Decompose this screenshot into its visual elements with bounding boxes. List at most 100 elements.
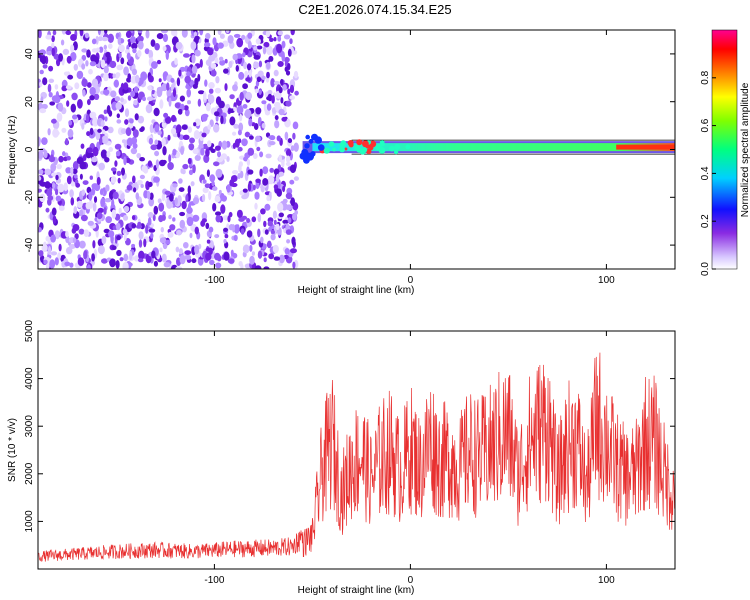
heatmap-cell <box>98 46 104 53</box>
heatmap-cell <box>246 158 251 166</box>
heatmap-cell <box>166 82 170 91</box>
heatmap-cell <box>114 160 118 167</box>
heatmap-cell <box>165 50 169 60</box>
heatmap-cell <box>178 69 182 77</box>
heatmap-cell <box>72 161 79 171</box>
heatmap-cell <box>264 229 269 235</box>
heatmap-cell <box>232 170 239 175</box>
heatmap-cell <box>251 122 256 127</box>
heatmap-cell <box>290 30 295 36</box>
heatmap-cell <box>244 131 251 138</box>
heatmap-cell <box>107 126 114 134</box>
heatmap-cell <box>184 108 190 117</box>
heatmap-cell <box>238 161 243 167</box>
heatmap-cell <box>255 107 262 115</box>
heatmap-cell <box>228 60 233 69</box>
heatmap-cell <box>211 181 215 187</box>
heatmap-cell <box>70 34 77 41</box>
heatmap-cell <box>208 82 215 89</box>
heatmap-cell <box>181 169 186 175</box>
heatmap-cell <box>79 30 84 37</box>
heatmap-cell <box>184 254 192 260</box>
heatmap-cell <box>138 80 142 87</box>
heatmap-cell <box>262 166 269 175</box>
heatmap-cell <box>43 259 48 265</box>
heatmap-cell <box>194 49 201 57</box>
heatmap-cell <box>109 190 114 201</box>
heatmap-cell <box>48 155 56 163</box>
heatmap-cell <box>186 216 194 227</box>
heatmap-cell <box>254 265 262 269</box>
heatmap-cell <box>134 74 140 84</box>
heatmap-cell <box>91 38 97 45</box>
heatmap-cell <box>244 109 252 119</box>
heatmap-cell <box>157 198 162 204</box>
heatmap-cell <box>242 188 248 193</box>
heatmap-cell <box>108 110 113 117</box>
heatmap-cell <box>286 239 291 244</box>
heatmap-cell <box>220 115 224 125</box>
heatmap-cell <box>178 248 183 255</box>
heatmap-cell <box>174 102 181 109</box>
heatmap-cell <box>55 195 62 202</box>
heatmap-cell <box>277 35 282 42</box>
heatmap-cell <box>39 69 44 75</box>
heatmap-cell <box>150 39 156 47</box>
heatmap-cell <box>245 77 251 82</box>
heatmap-cell <box>51 118 57 124</box>
heatmap-cell <box>89 111 97 119</box>
band-transition-spot <box>304 143 310 149</box>
heatmap-cell <box>220 153 228 160</box>
heatmap-cell <box>76 200 83 208</box>
heatmap-cell <box>212 186 218 191</box>
heatmap-cell <box>274 120 280 129</box>
heatmap-cell <box>175 246 180 253</box>
heatmap-cell <box>181 30 188 38</box>
heatmap-cell <box>273 80 280 86</box>
heatmap-cell <box>74 233 79 240</box>
heatmap-cell <box>227 35 234 44</box>
heatmap-cell <box>100 59 106 69</box>
heatmap-cell <box>276 43 283 54</box>
band-spot <box>332 147 336 152</box>
heatmap-cell <box>217 30 222 36</box>
heatmap-cell <box>163 74 167 82</box>
heatmap-cell <box>203 91 207 101</box>
heatmap-cell <box>101 235 107 245</box>
heatmap-cell <box>106 150 111 158</box>
heatmap-cell <box>116 64 124 71</box>
colorbar-label: Normalized spectral amplitude <box>740 82 750 217</box>
heatmap-cell <box>249 255 255 265</box>
heatmap-cell <box>149 124 154 134</box>
heatmap-cell <box>189 137 195 144</box>
heatmap-cell <box>64 261 71 267</box>
heatmap-cell <box>125 127 132 137</box>
spectrogram-panel: -100 0 100 -40 -20 0 20 40 Height of straight l… <box>7 29 676 296</box>
band-spot <box>344 147 348 151</box>
heatmap-cell <box>273 184 279 190</box>
heatmap-cell <box>214 87 221 94</box>
heatmap-cell <box>45 235 51 242</box>
heatmap-cell <box>152 214 156 222</box>
heatmap-cell <box>141 165 148 173</box>
heatmap-cell <box>65 167 72 174</box>
heatmap-cell <box>294 90 299 96</box>
heatmap-cell <box>85 113 90 124</box>
heatmap-cell <box>241 194 248 200</box>
band-spot <box>328 141 335 147</box>
heatmap-cell <box>130 36 136 44</box>
heatmap-cell <box>176 77 181 87</box>
heatmap-cell <box>242 104 248 109</box>
heatmap-cell <box>212 202 217 212</box>
heatmap-cell <box>183 105 189 111</box>
heatmap-cell <box>181 200 187 210</box>
band-spot <box>405 144 411 150</box>
band-spot <box>323 147 330 154</box>
heatmap-cell <box>126 52 131 60</box>
heatmap-cell <box>161 193 166 202</box>
heatmap-cell <box>47 246 52 255</box>
heatmap-cell <box>259 168 263 177</box>
band-spot <box>340 140 347 147</box>
heatmap-cell <box>214 234 220 239</box>
